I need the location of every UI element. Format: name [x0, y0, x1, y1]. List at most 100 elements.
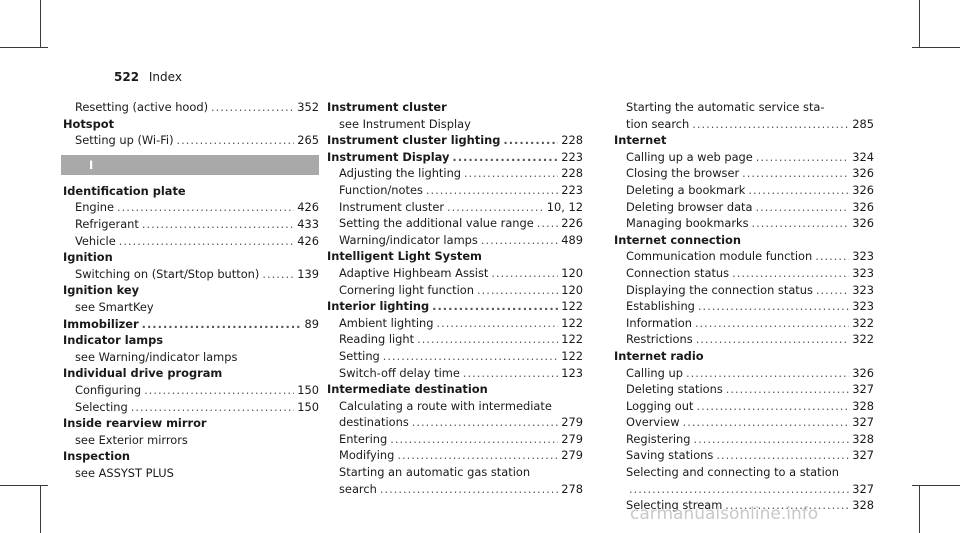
entry-label: Saving stations	[626, 448, 714, 463]
entry-label: Intelligent Light System	[327, 249, 482, 264]
index-cross-reference: see Warning/indicator lamps	[75, 349, 238, 364]
entry-label: Identification plate	[63, 183, 186, 198]
dot-leader	[142, 316, 302, 333]
entry-label: Entering	[339, 431, 388, 446]
crop-mark	[919, 0, 920, 48]
entry-label: Connection status	[626, 265, 730, 280]
page-reference: 328	[852, 431, 874, 446]
page-reference: 123	[561, 365, 583, 380]
page-reference: 433	[297, 216, 319, 231]
index-subentry: Connection status 323	[612, 265, 874, 282]
page-reference: 326	[852, 199, 874, 214]
entry-label: destinations	[339, 415, 409, 430]
entry-label: Inspection	[63, 449, 131, 464]
index-subentry: Closing the browser 326	[612, 165, 874, 182]
entry-label: Reading light	[339, 332, 415, 347]
entry-label: Communication module function	[626, 249, 813, 264]
entry-label: Internet connection	[614, 232, 741, 247]
page-reference: 323	[852, 282, 874, 297]
entry-label: Warning/indicator lamps	[339, 232, 478, 247]
page-reference: 323	[852, 265, 874, 280]
entry-label: Inside rearview mirror	[63, 416, 207, 431]
page-reference: 122	[561, 315, 583, 330]
dot-leader	[119, 233, 295, 250]
index-subentry: Cornering light function 120	[325, 282, 583, 299]
index-column-2: Instrument cluster see Instrument Display…	[325, 99, 583, 497]
index-subentry: Displaying the connection status 323	[612, 282, 874, 299]
page-reference: 327	[852, 481, 874, 496]
entry-label: Setting up (Wi-Fi)	[75, 133, 174, 148]
entry-label: Interior lighting	[327, 299, 430, 314]
index-subentry: Setting 122	[325, 348, 583, 365]
page-reference: 279	[561, 448, 583, 463]
index-subentry: Overview 327	[612, 414, 874, 431]
crop-mark	[919, 485, 920, 533]
dot-leader	[686, 365, 849, 382]
index-subentry: Switch-off delay time 123	[325, 365, 583, 382]
index-column-3: Starting the automatic service sta-tion …	[612, 99, 874, 514]
entry-label: Calling up a web page	[626, 149, 753, 164]
index-cross-reference: see Exterior mirrors	[75, 432, 188, 447]
dot-leader	[756, 149, 849, 166]
entry-label: Ignition key	[63, 283, 140, 298]
entry-label: Information	[626, 315, 692, 330]
index-subentry: Vehicle 426	[61, 233, 319, 250]
index-subentry: Restrictions 322	[612, 331, 874, 348]
page-reference: 228	[561, 166, 583, 181]
page-reference: 327	[852, 382, 874, 397]
page-reference: 120	[561, 265, 583, 280]
page-reference: 328	[852, 398, 874, 413]
page-reference: 285	[852, 116, 874, 131]
index-column-1: Resetting (active hood)352HotspotSetting…	[61, 99, 319, 481]
entry-label: Function/notes	[339, 182, 423, 197]
dot-leader	[144, 382, 294, 399]
page-reference: 139	[297, 266, 319, 281]
index-entry: Hotspot	[61, 116, 319, 133]
index-subentry: Saving stations 327	[612, 447, 874, 464]
page-reference: 226	[561, 216, 583, 231]
index-entry: Ignition	[61, 249, 319, 266]
page-reference: 150	[297, 382, 319, 397]
page-reference: 228	[561, 133, 583, 148]
page-reference: 322	[852, 332, 874, 347]
index-subentry: Establishing 323	[612, 298, 874, 315]
index-subentry: Calling up 326	[612, 365, 874, 382]
entry-label: Managing bookmarks	[626, 216, 749, 231]
entry-label: Ambient lighting	[339, 315, 434, 330]
index-cross-reference: see Instrument Display	[339, 116, 471, 131]
index-subentry: Calling up a web page 324	[612, 149, 874, 166]
dot-leader	[726, 381, 849, 398]
entry-label: Ignition	[63, 250, 113, 265]
index-subentry: Setting up (Wi-Fi) 265	[61, 132, 319, 149]
entry-label: Vehicle	[75, 233, 116, 248]
entry-label: Selecting	[75, 399, 128, 414]
index-subentry: 327	[612, 481, 874, 498]
dot-leader	[397, 447, 558, 464]
index-subentry: Resetting (active hood) 352	[61, 99, 319, 116]
entry-label: Displaying the connection status	[626, 282, 813, 297]
index-subentry: Adjusting the lighting 228	[325, 165, 583, 182]
index-entry: Inspection	[61, 448, 319, 465]
page-header: 522 Index	[114, 70, 182, 84]
index-entry: Intelligent Light System	[325, 248, 583, 265]
dot-leader	[481, 232, 558, 249]
index-subentry: Engine 426	[61, 199, 319, 216]
page-reference: 122	[561, 299, 583, 314]
index-subentry: Deleting browser data 326	[612, 199, 874, 216]
dot-leader	[695, 315, 849, 332]
dot-leader	[716, 447, 849, 464]
index-cross-reference: see SmartKey	[75, 299, 154, 314]
entry-label: Registering	[626, 431, 691, 446]
page-title: Index	[148, 70, 182, 84]
watermark: carmanualsonline.info	[630, 504, 819, 524]
index-subentry: Warning/indicator lamps 489	[325, 232, 583, 249]
entry-label: Deleting browser data	[626, 199, 753, 214]
index-entry: Internet radio	[612, 348, 874, 365]
dot-leader	[417, 331, 558, 348]
crop-mark	[0, 485, 48, 486]
page-reference: 279	[561, 415, 583, 430]
dot-leader	[756, 199, 850, 216]
dot-leader	[390, 431, 558, 448]
dot-leader	[752, 215, 850, 232]
entry-label: Switch-off delay time	[339, 365, 460, 380]
